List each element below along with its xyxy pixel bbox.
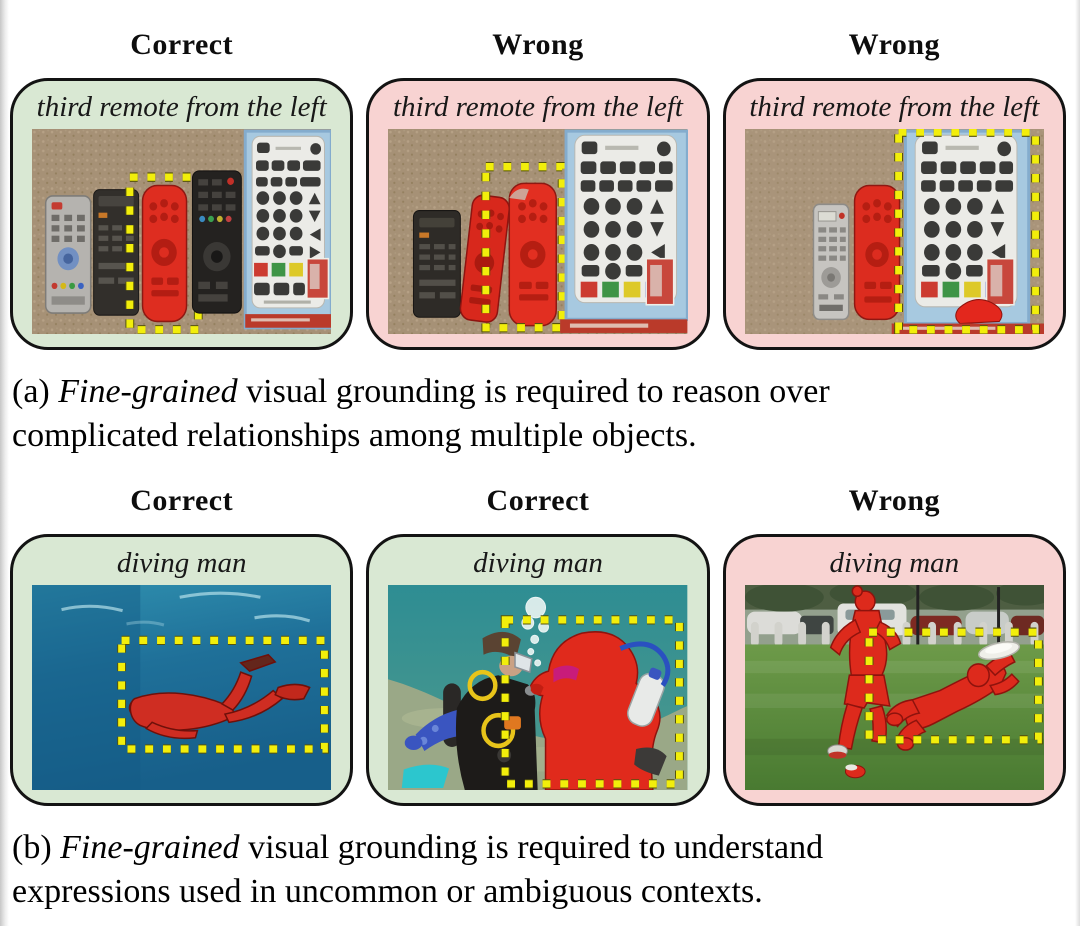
black-remote-b <box>191 170 242 314</box>
bounding-box <box>501 615 685 789</box>
caption-b-italic: Fine-grained <box>60 829 240 866</box>
yellow-hose <box>467 669 498 702</box>
verdict-label: Correct <box>130 484 234 517</box>
caption-a: (a) Fine-grained visual grounding is req… <box>10 350 1066 458</box>
package-inset-photo <box>645 257 675 306</box>
remotes-scene-1 <box>32 129 332 334</box>
runner-shoes <box>826 744 866 779</box>
blue-hose <box>619 641 671 687</box>
segmentation-mask-swimmer <box>128 653 311 740</box>
example-panel: third remote from the left <box>722 78 1066 350</box>
photo-scuba-divers <box>388 585 688 790</box>
caption-b-prefix: (b) <box>12 829 61 866</box>
page-edge-right <box>1075 0 1080 926</box>
package-inset-photo <box>985 257 1015 306</box>
example-panel: diving man <box>10 534 354 806</box>
referring-expression: third remote from the left <box>36 91 327 123</box>
white-tank <box>627 667 666 727</box>
example-a1: Correct third remote from the left <box>10 24 354 350</box>
segmentation-mask-remote <box>141 184 188 323</box>
remotes-scene-3 <box>744 129 1044 334</box>
example-b2: Correct diving man <box>366 480 710 806</box>
segmentation-mask-diving-catcher <box>885 651 1020 751</box>
example-b1: Correct diving man <box>10 480 354 806</box>
frisbee-scene <box>744 585 1044 790</box>
referring-expression: third remote from the left <box>393 91 683 123</box>
bounding-box <box>864 627 1043 745</box>
section-a: Correct third remote from the left <box>10 24 1066 458</box>
verdict-label: Wrong <box>848 28 941 61</box>
silver-remote <box>812 203 850 321</box>
segmentation-mask-fragment <box>954 299 1003 325</box>
bounding-box <box>481 161 567 333</box>
verdict-label: Correct <box>130 28 234 61</box>
pole <box>996 587 1000 647</box>
left-diver <box>405 631 538 790</box>
gray-remote <box>44 195 92 314</box>
referring-expression: third remote from the left <box>749 91 1040 123</box>
jumbo-remote-package <box>560 129 688 333</box>
segmentation-mask-diver <box>530 631 662 790</box>
verdict-label: Wrong <box>492 28 584 61</box>
photo-frisbee-dive <box>744 585 1044 790</box>
jumbo-remote-package <box>243 129 332 330</box>
photo-underwater-swimmer <box>32 585 332 790</box>
black-remote <box>413 210 462 318</box>
referring-expression: diving man <box>473 547 603 579</box>
dark-glove <box>634 747 667 776</box>
photo-remotes-correct <box>32 129 332 334</box>
remotes-scene-2 <box>388 129 688 334</box>
example-b3: Wrong diving man <box>722 480 1066 806</box>
photo-remotes-wrong-1 <box>388 129 688 334</box>
caption-a-prefix: (a) <box>12 373 59 410</box>
diver-mask <box>514 651 533 674</box>
example-panel: third remote from the left <box>366 78 710 350</box>
example-panel: third remote from the left <box>10 78 354 350</box>
caption-a-italic: Fine-grained <box>58 373 238 410</box>
pole <box>915 585 919 647</box>
referring-expression: diving man <box>116 547 247 579</box>
jumbo-remote-package <box>891 129 1044 334</box>
yellow-hose <box>481 712 516 749</box>
caption-a-rest: visual grounding is required to reason o… <box>12 373 830 454</box>
section-b: Correct diving man <box>10 480 1066 914</box>
example-a3: Wrong third remote from the left <box>722 24 1066 350</box>
caption-b-rest: expressions used in uncommon or ambiguou… <box>12 873 763 910</box>
frisbee <box>977 641 1020 661</box>
scuba-scene <box>388 585 688 790</box>
bounding-box <box>117 635 329 754</box>
referring-expression: diving man <box>829 547 960 579</box>
verdict-label: Wrong <box>848 484 941 517</box>
example-panel: diving man <box>366 534 710 806</box>
masked-goggles <box>553 665 580 683</box>
panels-row-b: Correct diving man <box>10 480 1066 806</box>
page-edge-left <box>0 0 9 926</box>
verdict-label: Correct <box>486 484 590 517</box>
underwater-scene <box>32 585 332 790</box>
water-ripples <box>61 591 311 627</box>
caption-b-rest-line1: visual grounding is required to understa… <box>239 829 824 866</box>
segmentation-mask-target-remote <box>508 182 558 327</box>
package-inset-photo <box>306 257 330 300</box>
red-remote <box>853 184 900 321</box>
bounding-box <box>893 129 1040 334</box>
caption-b: (b) Fine-grained visual grounding is req… <box>10 806 1066 914</box>
example-a2: Wrong third remote from the left <box>366 24 710 350</box>
panels-row-a: Correct third remote from the left <box>10 24 1066 350</box>
photo-remotes-wrong-2 <box>744 129 1044 334</box>
turquoise-fin <box>402 764 450 788</box>
example-panel: diving man <box>722 534 1066 806</box>
bubbles <box>521 596 550 667</box>
